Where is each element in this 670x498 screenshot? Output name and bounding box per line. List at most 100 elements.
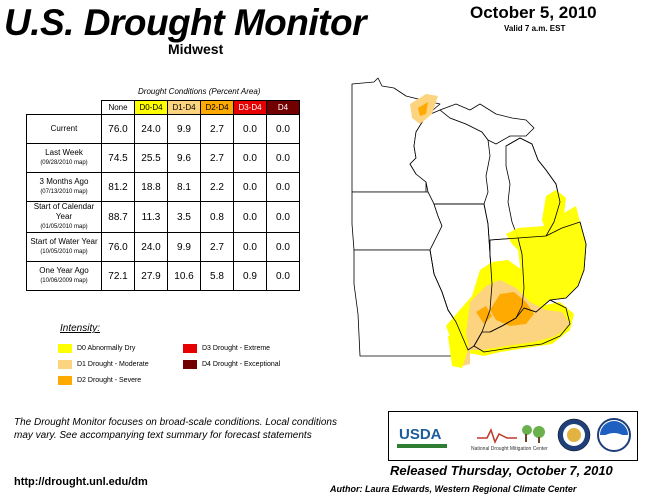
table-row: Start of Calendar Year (01/05/2010 map) 88… [26,201,300,233]
table-cell: 0.0 [266,232,300,262]
table-cell: 76.0 [101,232,135,262]
table-cell: 8.1 [167,172,201,202]
release-date: Released Thursday, October 7, 2010 [390,463,613,478]
table-cell: 0.0 [233,143,267,173]
row-label: Last Week (09/28/2010 map) [26,143,102,173]
drought-monitor-link[interactable]: http://drought.unl.edu/dm [14,476,148,488]
row-label-main: 3 Months Ago [39,177,89,186]
legend-swatch-d4 [183,360,197,369]
table-cell: 24.0 [134,232,168,262]
legend-swatch-d1 [58,360,72,369]
row-label-date: (09/28/2010 map) [40,160,88,166]
table-cell: 0.0 [233,114,267,144]
col-header-d2-d4: D2-D4 [200,100,234,115]
focus-note: The Drought Monitor focuses on broad-sca… [14,417,337,441]
col-header-d1-d4: D1-D4 [167,100,201,115]
table-cell: 9.9 [167,232,201,262]
table-cell: 0.9 [233,261,267,291]
table-cell: 2.7 [200,232,234,262]
table-cell: 0.0 [266,143,300,173]
row-label: 3 Months Ago (07/13/2010 map) [26,172,102,202]
legend-label-d3: D3 Drought - Extreme [202,345,271,352]
ndmc-logo: National Drought Mitigation Center [471,446,548,452]
table-row: Last Week (09/28/2010 map) 74.5 25.5 9.6 2.7 0… [26,143,300,173]
drought-d0-missouri [448,334,468,368]
table-cell: 11.3 [134,201,168,233]
table-cell: 2.2 [200,172,234,202]
state-iowa [351,191,443,251]
col-header-d0-d4: D0-D4 [134,100,168,115]
col-header-none: None [101,100,135,115]
table-cell: 72.1 [101,261,135,291]
table-cell: 74.5 [101,143,135,173]
doc-seal-icon [557,418,591,452]
legend-label-d2: D2 Drought - Severe [77,377,142,384]
noaa-logo-icon [597,418,631,452]
row-label-main: One Year Ago [39,266,89,275]
table-row: 3 Months Ago (07/13/2010 map) 81.2 18.8 8.1 2… [26,172,300,202]
table-cell: 0.0 [233,172,267,202]
table-row: One Year Ago (10/06/2009 map) 72.1 27.9 10.6… [26,261,300,291]
table-cell: 9.9 [167,114,201,144]
region-name: Midwest [168,41,224,57]
legend-label-d0: D0 Abnormally Dry [77,345,136,352]
table-corner [27,101,102,115]
row-label-main: Start of Water Year [30,237,98,246]
usda-logo: USDA [399,426,442,443]
col-header-d3-d4: D3-D4 [233,100,267,115]
table-cell: 81.2 [101,172,135,202]
legend-title: Intensity: [60,323,101,334]
table-cell: 0.0 [266,201,300,233]
usda-logo-bar [397,444,447,448]
legend-swatch-d3 [183,344,197,353]
drought-d2-minnesota [418,102,428,116]
drought-conditions-table: None D0-D4 D1-D4 D2-D4 D3-D4 D4 Current 7… [26,100,300,291]
table-cell: 88.7 [101,201,135,233]
table-cell: 76.0 [101,114,135,144]
table-cell: 0.8 [200,201,234,233]
col-header-d4: D4 [266,100,300,115]
row-label: Current [26,114,102,144]
row-label-date: (10/05/2010 map) [40,249,88,255]
midwest-drought-map [351,77,587,368]
table-cell: 18.8 [134,172,168,202]
table-cell: 10.6 [167,261,201,291]
legend-label-d4: D4 Drought - Exceptional [202,361,281,368]
row-label: Start of Calendar Year (01/05/2010 map) [26,201,102,233]
table-caption: Drought Conditions (Percent Area) [138,87,261,96]
map-date: October 5, 2010 [470,3,597,22]
table-cell: 27.9 [134,261,168,291]
valid-time: Valid 7 a.m. EST [504,24,566,33]
table-cell: 24.0 [134,114,168,144]
table-row: Current 76.0 24.0 9.9 2.7 0.0 0.0 [26,114,300,144]
table-row: Start of Water Year (10/05/2010 map) 76.0 2… [26,232,300,262]
drought-d2-illinois [476,306,492,324]
map-title: U.S. Drought Monitor [4,2,367,43]
table-cell: 0.0 [233,232,267,262]
table-cell: 0.0 [266,172,300,202]
table-cell: 25.5 [134,143,168,173]
row-label-date: (01/05/2010 map) [40,224,88,230]
row-label-main: Current [50,124,78,133]
legend-swatch-d2 [58,376,72,385]
legend-swatch-d0 [58,344,72,353]
state-michigan-up [439,103,535,145]
row-label-date: (10/06/2009 map) [40,278,88,284]
table-cell: 2.7 [200,114,234,144]
table-cell: 9.6 [167,143,201,173]
ndmc-emblem-icon [477,425,545,444]
author: Author: Laura Edwards, Western Regional … [330,484,577,494]
table-cell: 5.8 [200,261,234,291]
row-label: One Year Ago (10/06/2009 map) [26,261,102,291]
table-cell: 0.0 [266,114,300,144]
table-cell: 3.5 [167,201,201,233]
table-cell: 0.0 [266,261,300,291]
row-label-main: Last Week [45,148,83,157]
sponsor-logos: USDA National Drought Mitigation Center [388,411,638,461]
table-cell: 0.0 [233,201,267,233]
table-cell: 2.7 [200,143,234,173]
legend-label-d1: D1 Drought - Moderate [77,361,149,368]
row-label-main: Start of Calendar Year [33,202,95,221]
row-label: Start of Water Year (10/05/2010 map) [26,232,102,262]
row-label-date: (07/13/2010 map) [40,189,88,195]
